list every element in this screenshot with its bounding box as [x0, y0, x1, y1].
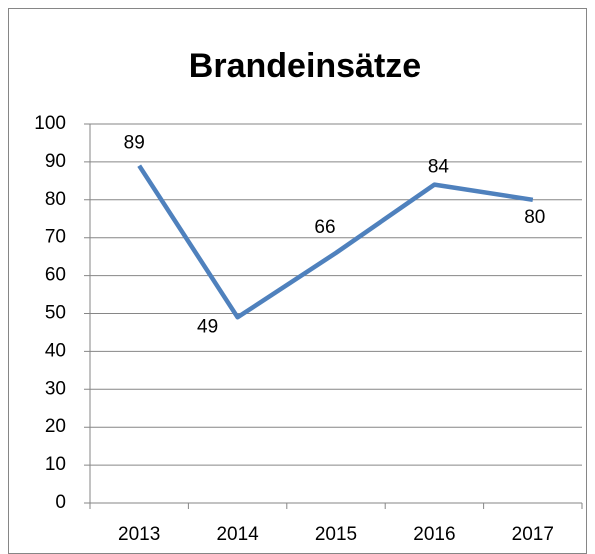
- y-tick-label: 70: [45, 227, 66, 248]
- y-tick-label: 40: [45, 340, 66, 361]
- y-tick-label: 60: [45, 265, 66, 286]
- chart-frame: [8, 8, 587, 554]
- y-tick-label: 20: [45, 416, 66, 437]
- data-label: 80: [524, 207, 545, 228]
- data-label: 89: [124, 133, 145, 154]
- data-label: 84: [428, 157, 450, 178]
- data-label: 49: [197, 316, 218, 337]
- y-tick-label: 30: [45, 378, 66, 399]
- chart-title: Brandeinsätze: [189, 47, 421, 85]
- x-tick-label: 2013: [118, 524, 160, 545]
- y-tick-label: 100: [34, 113, 66, 134]
- x-tick-label: 2016: [413, 524, 455, 545]
- x-tick-label: 2014: [216, 524, 259, 545]
- y-tick-label: 10: [45, 454, 66, 475]
- x-tick-label: 2017: [512, 524, 554, 545]
- data-label: 66: [314, 217, 335, 238]
- y-tick-label: 90: [45, 151, 66, 172]
- line-series: [137, 164, 534, 320]
- y-tick-label: 0: [55, 492, 66, 513]
- y-tick-label: 80: [45, 189, 66, 210]
- x-tick-label: 2015: [315, 524, 357, 545]
- y-tick-label: 50: [45, 303, 66, 324]
